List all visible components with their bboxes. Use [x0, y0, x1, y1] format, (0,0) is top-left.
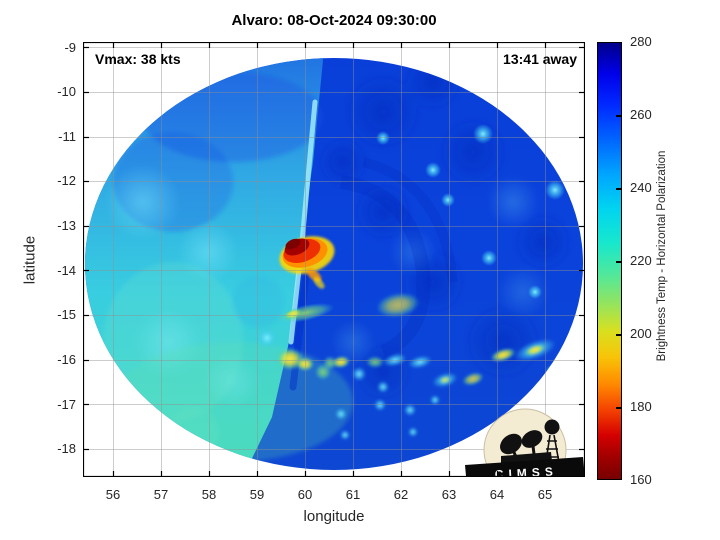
y-tick: -14	[57, 263, 76, 278]
satellite-dish-icon	[521, 430, 543, 448]
x-tick: 61	[345, 487, 361, 502]
y-tick: -17	[57, 397, 76, 412]
colorbar-tick-mark	[616, 261, 621, 263]
colorbar-tick: 280	[630, 34, 652, 49]
y-tick: -10	[57, 84, 76, 99]
x-axis-label: longitude	[303, 508, 365, 525]
axes-frame	[83, 42, 585, 477]
x-tick: 63	[441, 487, 457, 502]
colorbar-tick: 220	[630, 253, 652, 268]
colorbar-tick: 260	[630, 107, 652, 122]
x-tick: 59	[249, 487, 265, 502]
y-tick: -12	[57, 173, 76, 188]
y-tick: -13	[57, 218, 76, 233]
cimss-logo-text: CIMSS	[494, 464, 558, 477]
x-tick: 62	[393, 487, 409, 502]
colorbar-tick-mark	[616, 115, 621, 117]
x-tick: 60	[297, 487, 313, 502]
rainband	[257, 292, 556, 440]
time-away-annotation: 13:41 away	[503, 51, 577, 67]
map-plot: CIMSS Vmax: 38 kts 13:41 away	[83, 42, 585, 477]
colorbar-tick: 240	[630, 180, 652, 195]
y-tick: -18	[57, 441, 76, 456]
water-tower-icon	[544, 419, 560, 435]
colorbar-tick: 180	[630, 399, 652, 414]
x-tick: 56	[105, 487, 121, 502]
x-tick: 57	[153, 487, 169, 502]
page-title: Alvaro: 08-Oct-2024 09:30:00	[231, 12, 437, 29]
y-tick: -11	[58, 129, 76, 144]
colorbar-tick: 160	[630, 472, 652, 487]
x-tick: 58	[201, 487, 217, 502]
x-tick: 65	[537, 487, 553, 502]
colorbar-tick-mark	[616, 407, 621, 409]
x-tick: 64	[489, 487, 505, 502]
colorbar-tick: 200	[630, 326, 652, 341]
colorbar-tick-mark	[616, 188, 621, 190]
y-tick: -9	[64, 40, 76, 55]
convective-core	[275, 236, 335, 324]
satellite-dish-icon	[500, 433, 522, 455]
colorbar	[597, 42, 622, 480]
tb-swath-image: CIMSS	[83, 42, 585, 477]
y-axis-label: latitude	[21, 235, 39, 285]
colorbar-tick-mark	[616, 334, 621, 336]
grid-lines	[83, 42, 585, 477]
colorbar-label: Brightness Temp - Horizontal Polarizatio…	[656, 150, 668, 362]
y-tick: -15	[57, 307, 76, 322]
vmax-annotation: Vmax: 38 kts	[95, 51, 181, 67]
cimss-logo: CIMSS	[465, 408, 585, 477]
y-tick: -16	[57, 352, 76, 367]
